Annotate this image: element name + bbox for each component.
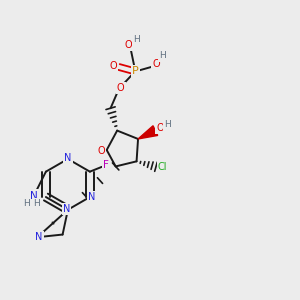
Text: O: O <box>110 61 117 71</box>
Text: N: N <box>64 153 72 163</box>
Text: P: P <box>132 67 139 76</box>
Text: N: N <box>30 190 38 200</box>
Text: H: H <box>34 200 40 208</box>
Text: O: O <box>152 59 160 69</box>
Text: Cl: Cl <box>158 162 167 172</box>
Polygon shape <box>138 126 158 139</box>
Text: H: H <box>164 119 171 128</box>
Text: N: N <box>35 232 43 242</box>
Text: H: H <box>133 35 140 44</box>
Text: O: O <box>125 40 132 50</box>
Text: O: O <box>156 123 164 133</box>
Text: N: N <box>63 204 70 214</box>
Text: F: F <box>103 160 109 170</box>
Text: H: H <box>159 51 166 60</box>
Text: O: O <box>117 82 124 93</box>
Text: H: H <box>23 200 30 208</box>
Text: N: N <box>88 192 95 202</box>
Text: O: O <box>98 146 105 156</box>
